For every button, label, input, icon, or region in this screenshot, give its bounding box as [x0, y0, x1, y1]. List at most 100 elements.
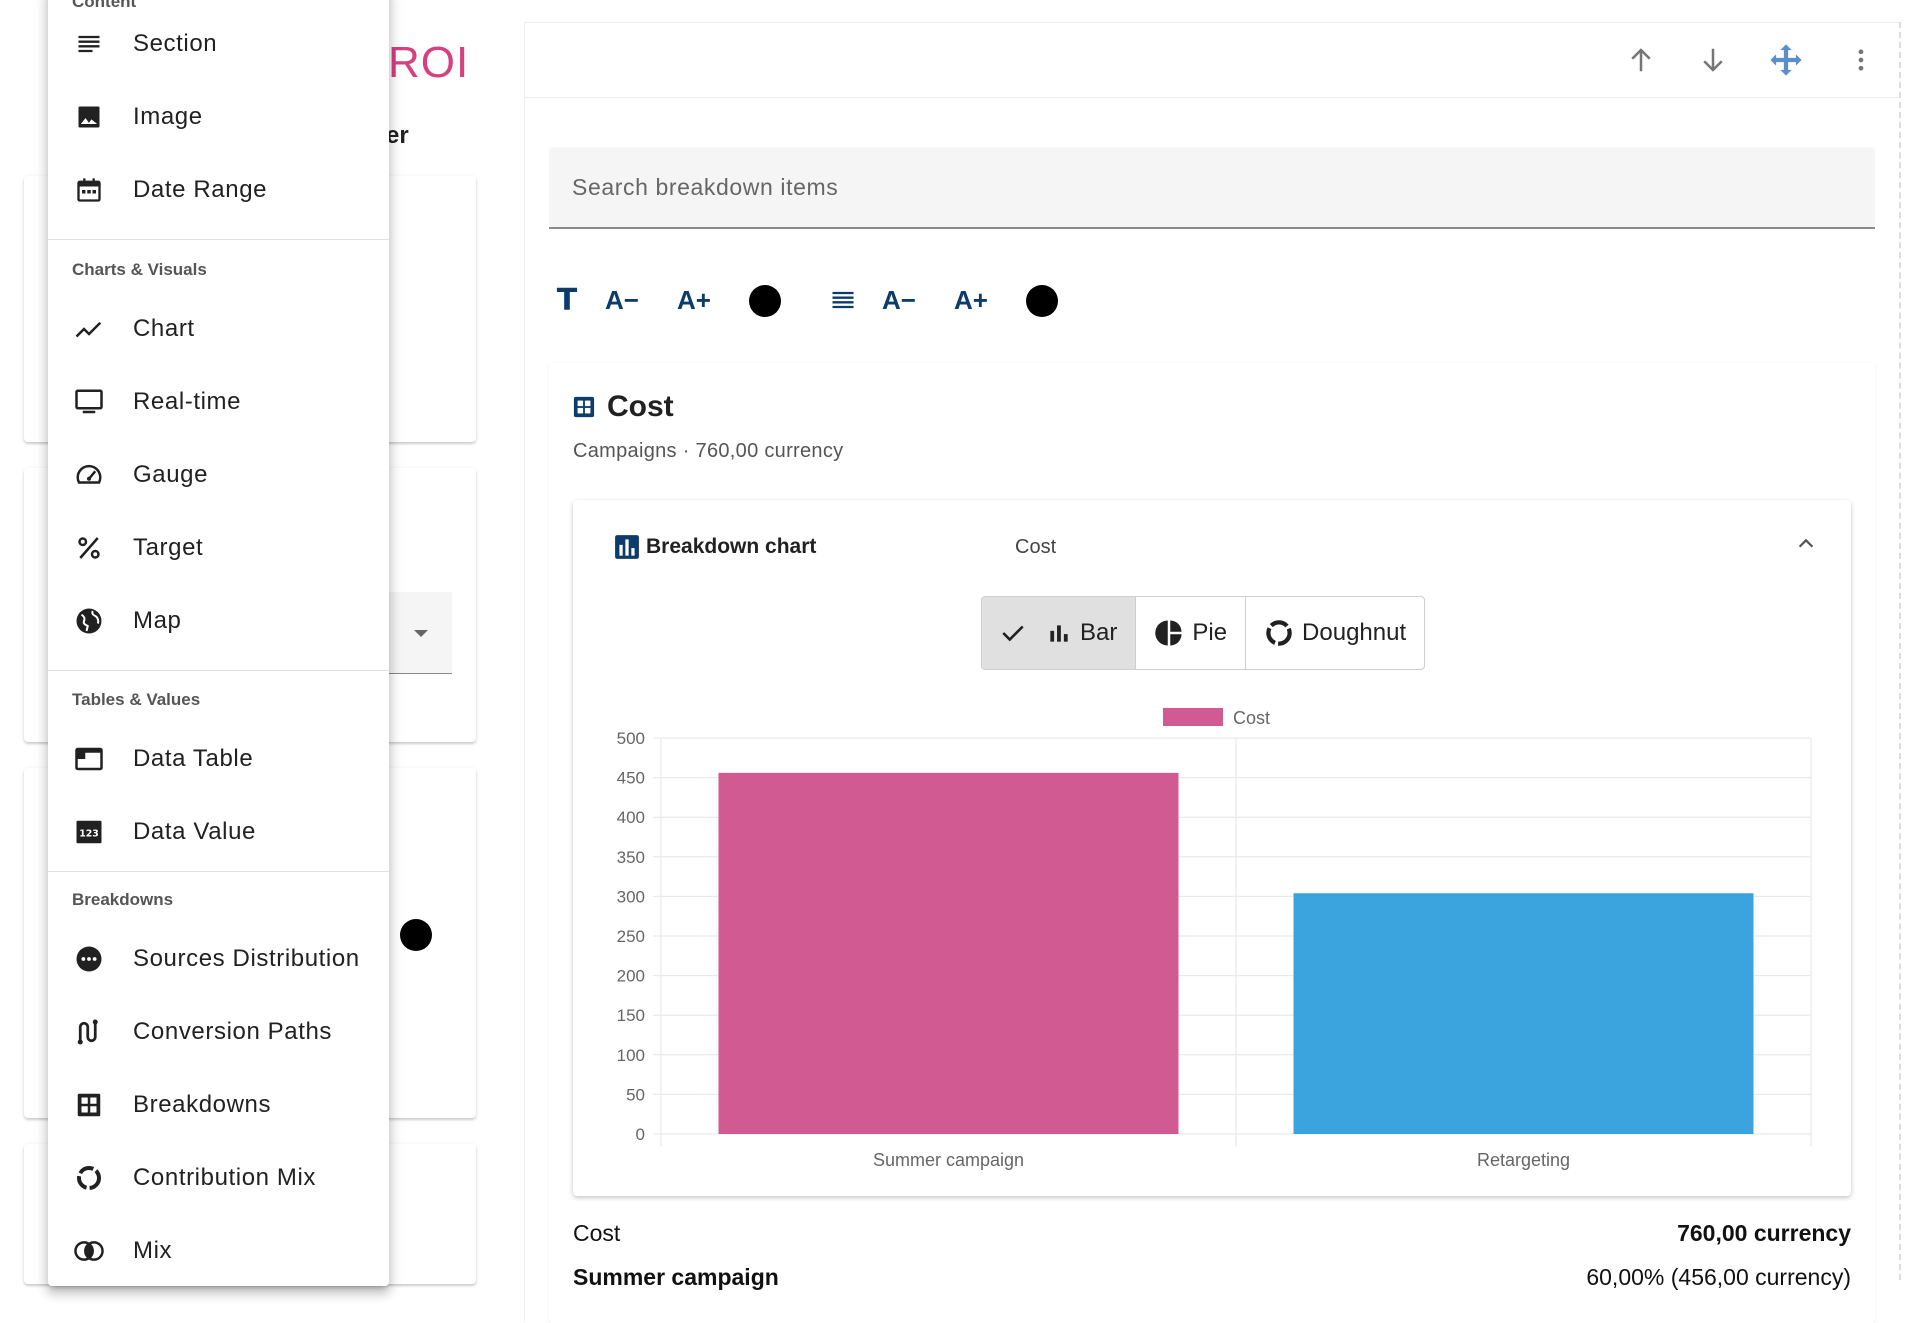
widget-subtitle: Campaigns · 760,00 currency: [573, 440, 844, 462]
menu-item-label: Chart: [133, 315, 195, 342]
menu-item-label: Image: [133, 103, 203, 130]
body-color-swatch[interactable]: [1026, 285, 1058, 317]
color-swatch[interactable]: [400, 919, 432, 951]
menu-item-label: Data Value: [133, 818, 256, 845]
legend-swatch: [1163, 708, 1223, 726]
background-select[interactable]: [380, 592, 452, 674]
bar-chart: 0 50 100 150 200 250 300 350 400 450 500 Summer cam…: [617, 708, 1812, 1170]
menu-divider: [48, 670, 389, 671]
arrow-down-icon: [1703, 48, 1723, 72]
font-increase-label: A+: [954, 284, 988, 315]
drag-handle-button[interactable]: [1762, 36, 1810, 84]
panel-heading: er: [386, 122, 409, 149]
x-tick-label: Retargeting: [1477, 1150, 1570, 1170]
menu-group-label: Tables & Values: [72, 690, 201, 709]
donut-icon: [1264, 618, 1294, 648]
route-icon: [73, 1016, 105, 1048]
menu-item-breakdowns[interactable]: Breakdowns: [48, 1069, 389, 1141]
body-style-button[interactable]: [827, 280, 859, 320]
grid-icon: [573, 396, 595, 418]
move-up-button[interactable]: [1617, 36, 1665, 84]
menu-divider: [48, 871, 389, 872]
menu-item-section[interactable]: Section: [48, 8, 389, 80]
monitor-icon: [73, 386, 105, 418]
move-down-button[interactable]: [1689, 36, 1737, 84]
menu-item-data-value[interactable]: 123 Data Value: [48, 796, 389, 868]
menu-item-label: Date Range: [133, 176, 268, 203]
menu-item-label: Mix: [133, 1237, 173, 1264]
globe-icon: [73, 605, 105, 637]
summary-row: Summer campaign 60,00% (456,00 currency): [573, 1264, 1851, 1291]
y-tick-label: 500: [617, 729, 645, 748]
chart-type-doughnut[interactable]: Doughnut: [1246, 597, 1424, 669]
menu-item-sources-distribution[interactable]: Sources Distribution: [48, 923, 389, 995]
chart-type-pie[interactable]: Pie: [1136, 597, 1247, 669]
body-font-increase-button[interactable]: A+: [949, 280, 993, 320]
bar-chart-icon: [1046, 620, 1072, 646]
title-font-increase-button[interactable]: A+: [672, 280, 716, 320]
toolbar-divider: [524, 97, 1900, 98]
image-icon: [73, 101, 105, 133]
chart-card-header: Breakdown chart: [614, 534, 816, 560]
y-tick-label: 200: [617, 967, 645, 986]
summary-total-label: Cost: [573, 1220, 621, 1246]
menu-item-map[interactable]: Map: [48, 585, 389, 657]
menu-divider: [48, 239, 389, 240]
y-tick-label: 250: [617, 927, 645, 946]
menu-item-image[interactable]: Image: [48, 81, 389, 153]
chevron-down-icon: [414, 630, 428, 637]
body-font-decrease-button[interactable]: A−: [877, 280, 921, 320]
menu-item-mix[interactable]: Mix: [48, 1215, 389, 1286]
title-color-swatch[interactable]: [749, 285, 781, 317]
drag-move-icon: [1770, 44, 1802, 76]
title-font-decrease-button[interactable]: A−: [600, 280, 644, 320]
y-tick-label: 50: [626, 1085, 645, 1104]
chart-type-toggle: Bar Pie Doughnut: [981, 596, 1426, 670]
line-chart-icon: [73, 313, 105, 345]
search-input[interactable]: [549, 147, 1875, 227]
collapse-button[interactable]: [1792, 530, 1820, 558]
check-icon: [1000, 620, 1026, 646]
menu-item-chart[interactable]: Chart: [48, 293, 389, 365]
percent-icon: [73, 532, 105, 564]
menu-item-label: Sources Distribution: [133, 945, 360, 972]
menu-group-label: Breakdowns: [72, 890, 174, 909]
menu-item-real-time[interactable]: Real-time: [48, 366, 389, 438]
menu-item-date-range[interactable]: Date Range: [48, 154, 389, 226]
menu-group-label: Charts & Visuals: [72, 260, 207, 279]
menu-item-label: Contribution Mix: [133, 1164, 317, 1191]
y-tick-label: 400: [617, 808, 645, 827]
summary-total-value: 760,00 currency: [1677, 1220, 1851, 1246]
number-123-icon: 123: [73, 816, 105, 848]
bar-chart-box-icon: [615, 535, 639, 559]
menu-item-data-table[interactable]: Data Table: [48, 723, 389, 795]
menu-item-target[interactable]: Target: [48, 512, 389, 584]
chart-type-bar[interactable]: Bar: [982, 597, 1137, 669]
menu-item-label: Data Table: [133, 745, 254, 772]
y-tick-label: 150: [617, 1006, 645, 1025]
menu-item-label: Target: [133, 534, 204, 561]
widget-title: Cost: [573, 390, 674, 424]
y-tick-label: 100: [617, 1046, 645, 1065]
brand-logo-text: ROI: [388, 38, 470, 87]
font-decrease-label: A−: [605, 284, 639, 315]
more-horiz-circle-icon: [73, 943, 105, 975]
menu-item-label: Map: [133, 607, 182, 634]
more-options-button[interactable]: [1837, 36, 1885, 84]
brand-logo: to lc ROI: [366, 38, 470, 88]
calendar-icon: [73, 174, 105, 206]
menu-item-label: Breakdowns: [133, 1091, 272, 1118]
pie-chart-icon: [1154, 618, 1184, 648]
legend-label: Cost: [1233, 708, 1270, 728]
menu-item-gauge[interactable]: Gauge: [48, 439, 389, 511]
menu-item-conversion-paths[interactable]: Conversion Paths: [48, 996, 389, 1068]
menu-item-contribution-mix[interactable]: Contribution Mix: [48, 1142, 389, 1214]
gauge-icon: [73, 459, 105, 491]
chart-card-title: Breakdown chart: [646, 535, 817, 558]
y-tick-label: 0: [636, 1125, 645, 1144]
arrow-up-icon: [1631, 48, 1651, 72]
y-tick-label: 350: [617, 848, 645, 867]
title-style-button[interactable]: T: [552, 280, 582, 320]
chevron-up-icon: [1798, 538, 1814, 548]
search-field[interactable]: [549, 147, 1875, 229]
